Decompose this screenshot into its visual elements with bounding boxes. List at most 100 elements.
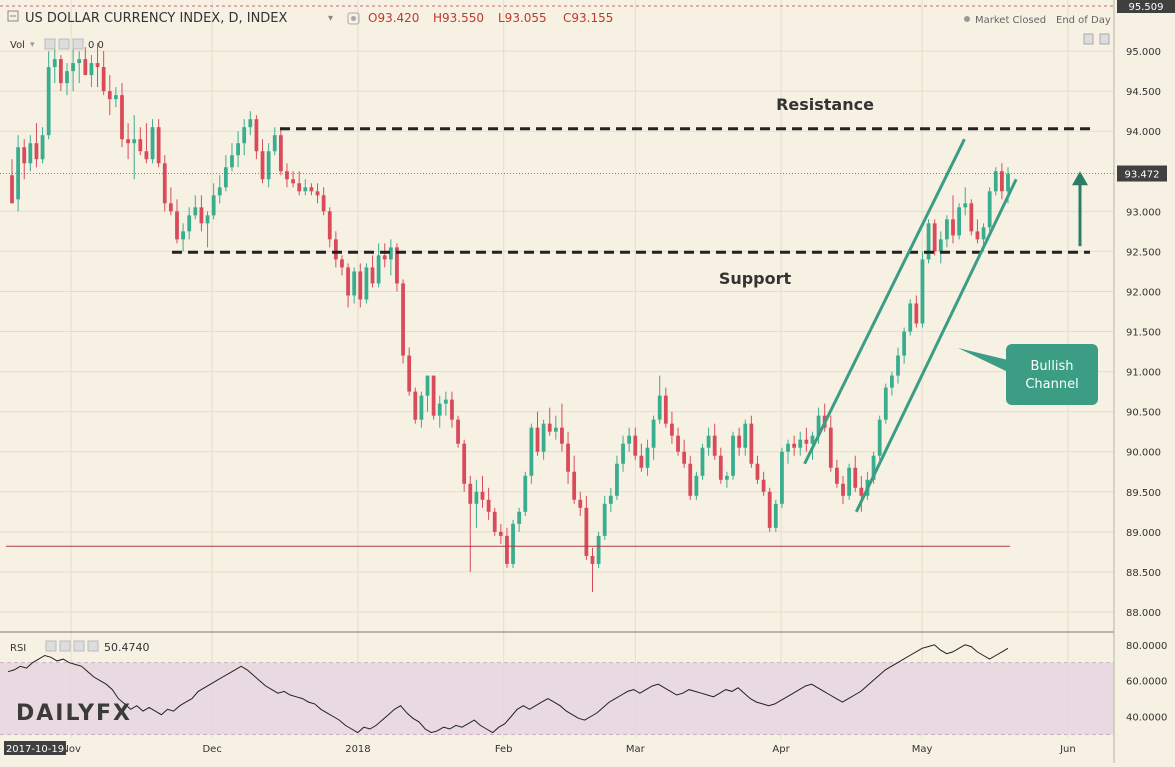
candle-down bbox=[828, 427, 833, 468]
candle-down bbox=[975, 231, 980, 240]
candle-up bbox=[877, 419, 882, 456]
candle-down bbox=[315, 191, 320, 196]
chart-title[interactable]: US DOLLAR CURRENCY INDEX, D, INDEX bbox=[25, 11, 288, 26]
candle-down bbox=[297, 183, 302, 192]
candle-down bbox=[492, 511, 497, 532]
rsi-line bbox=[7, 644, 1009, 734]
candle-down bbox=[670, 423, 674, 436]
candle-down bbox=[841, 483, 845, 496]
symbol-icon[interactable] bbox=[7, 10, 19, 22]
candle-up bbox=[46, 67, 51, 136]
support-label: Support bbox=[719, 269, 792, 288]
callout-line2: Channel bbox=[1025, 377, 1078, 392]
rsi-value: 50.4740 bbox=[104, 641, 150, 654]
volume-eye-icon[interactable] bbox=[44, 38, 56, 50]
candle-down bbox=[560, 427, 564, 444]
time-axis-label: May bbox=[912, 744, 933, 755]
candle-up bbox=[651, 419, 656, 448]
candle-up bbox=[419, 395, 424, 420]
time-axis-label: Apr bbox=[772, 744, 790, 755]
candle-down bbox=[951, 219, 955, 236]
callout-pointer bbox=[958, 348, 1008, 372]
candle-up bbox=[706, 435, 711, 448]
price-tick-label: 92.000 bbox=[1126, 287, 1161, 298]
candle-up bbox=[896, 355, 900, 376]
candle-up bbox=[621, 443, 625, 464]
candle-down bbox=[346, 267, 350, 296]
callout-line1: Bullish bbox=[1030, 359, 1073, 374]
candle-up bbox=[883, 387, 888, 420]
ohlc-open: O93.420 bbox=[368, 11, 419, 25]
candle-up bbox=[810, 435, 815, 444]
candle-down bbox=[285, 171, 289, 180]
candle-up bbox=[553, 427, 558, 432]
candle-up bbox=[187, 215, 192, 232]
candlestick-series bbox=[10, 43, 1010, 592]
rsi-eye-icon[interactable] bbox=[45, 640, 57, 652]
candle-down bbox=[407, 355, 412, 392]
rsi-tick-label: 80.0000 bbox=[1126, 641, 1167, 652]
candle-up bbox=[193, 207, 198, 216]
candle-up bbox=[780, 451, 784, 504]
candle-down bbox=[468, 483, 473, 504]
candle-up bbox=[957, 207, 962, 236]
rsi-more-icon[interactable] bbox=[87, 640, 99, 652]
volume-remove-icon[interactable] bbox=[72, 38, 84, 50]
candle-up bbox=[205, 215, 210, 224]
candle-up bbox=[242, 127, 247, 144]
rsi-tick-label: 40.0000 bbox=[1126, 712, 1167, 723]
rsi-header: RSI 50.4740 bbox=[10, 640, 150, 654]
time-axis-label: 2018 bbox=[345, 744, 370, 755]
candle-down bbox=[969, 203, 974, 232]
candle-up bbox=[437, 403, 442, 416]
rsi-settings-icon[interactable] bbox=[59, 640, 71, 652]
ohlc-low: L93.055 bbox=[498, 11, 547, 25]
candle-up bbox=[602, 503, 607, 536]
volume-chevron-icon[interactable]: ▾ bbox=[30, 40, 35, 50]
volume-settings-icon[interactable] bbox=[58, 38, 70, 50]
settings-icon[interactable] bbox=[347, 12, 360, 25]
ohlc-high: H93.550 bbox=[433, 11, 484, 25]
volume-label[interactable]: Vol bbox=[10, 40, 25, 51]
candle-up bbox=[773, 503, 778, 528]
candle-down bbox=[83, 59, 88, 76]
candle-down bbox=[682, 451, 687, 464]
candle-down bbox=[291, 179, 295, 184]
candle-down bbox=[138, 139, 143, 152]
candle-up bbox=[694, 475, 699, 496]
pane-up-icon[interactable] bbox=[1083, 33, 1094, 45]
chevron-down-icon[interactable]: ▾ bbox=[328, 13, 333, 24]
candle-down bbox=[260, 151, 265, 180]
callout-box bbox=[1006, 344, 1098, 405]
candle-up bbox=[541, 423, 546, 452]
candle-down bbox=[175, 211, 179, 240]
candle-down bbox=[370, 267, 375, 284]
candle-up bbox=[517, 511, 522, 524]
candle-down bbox=[156, 127, 161, 164]
ohlc-close: C93.155 bbox=[563, 11, 613, 25]
candle-down bbox=[572, 471, 577, 500]
pane-down-icon[interactable] bbox=[1099, 33, 1110, 45]
logo-text: DAILYFX bbox=[16, 701, 132, 726]
candle-up bbox=[871, 455, 876, 480]
candle-down bbox=[144, 151, 149, 160]
market-status: Market Closed bbox=[975, 15, 1046, 26]
price-tick-label: 91.500 bbox=[1126, 328, 1161, 339]
price-scale: 95.000 94.500 94.000 93.000 92.500 92.000 91.5… bbox=[1126, 47, 1161, 619]
candle-down bbox=[663, 395, 668, 424]
candle-down bbox=[162, 163, 167, 204]
candle-down bbox=[547, 423, 552, 432]
candle-down bbox=[718, 455, 723, 480]
rsi-label[interactable]: RSI bbox=[10, 643, 26, 654]
candle-down bbox=[95, 63, 100, 68]
candle-down bbox=[107, 91, 112, 100]
candle-down bbox=[450, 399, 454, 420]
channel-lower-line bbox=[854, 178, 1018, 513]
candle-up bbox=[474, 491, 479, 504]
candle-down bbox=[498, 531, 503, 536]
market-status-dot bbox=[964, 16, 970, 22]
rsi-remove-icon[interactable] bbox=[73, 640, 85, 652]
candle-up bbox=[425, 375, 430, 396]
candle-down bbox=[578, 499, 583, 508]
